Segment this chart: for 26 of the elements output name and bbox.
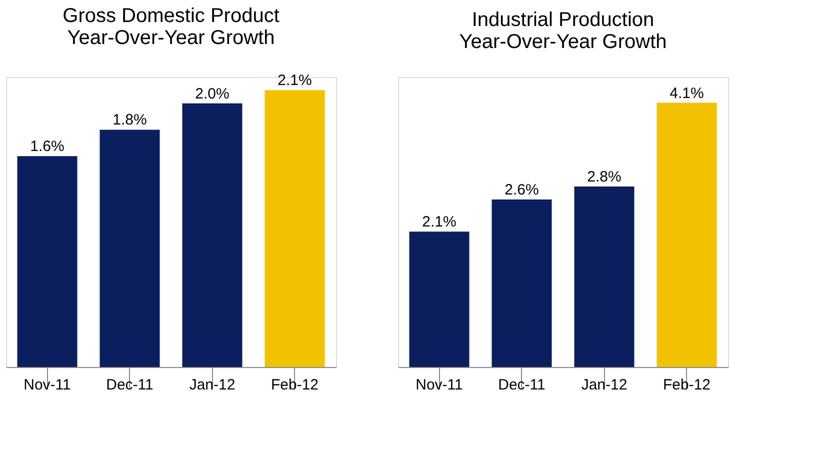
data-label: 2.1% xyxy=(278,72,312,90)
x-tick-label: Jan-12 xyxy=(581,376,628,394)
data-label: 1.8% xyxy=(112,112,147,129)
x-tick-label: Nov-11 xyxy=(24,376,71,394)
x-tick-label: Feb-12 xyxy=(662,376,711,394)
data-label: 2.1% xyxy=(422,214,456,231)
bar xyxy=(574,186,634,367)
bar xyxy=(492,199,552,367)
x-tick-label: Dec-11 xyxy=(498,376,546,394)
bar xyxy=(264,90,325,367)
bar xyxy=(409,232,470,367)
bar xyxy=(656,102,717,367)
x-tick-label: Jan-12 xyxy=(189,376,236,394)
data-label: 1.6% xyxy=(30,138,64,156)
data-label: 2.8% xyxy=(587,168,622,186)
chart-title: Gross Domestic Product Year-Over-Year Growth xyxy=(62,5,280,50)
bar xyxy=(17,156,78,367)
chart-title: Industrial Production Year-Over-Year Growth xyxy=(459,9,667,53)
data-label: 2.0% xyxy=(195,85,230,102)
data-label: 2.6% xyxy=(504,181,539,198)
bar xyxy=(100,130,160,367)
x-tick-label: Dec-11 xyxy=(106,376,154,394)
x-tick-label: Feb-12 xyxy=(270,376,319,394)
data-label: 4.1% xyxy=(670,84,704,102)
bar xyxy=(182,103,242,367)
x-tick-label: Nov-11 xyxy=(416,376,463,394)
